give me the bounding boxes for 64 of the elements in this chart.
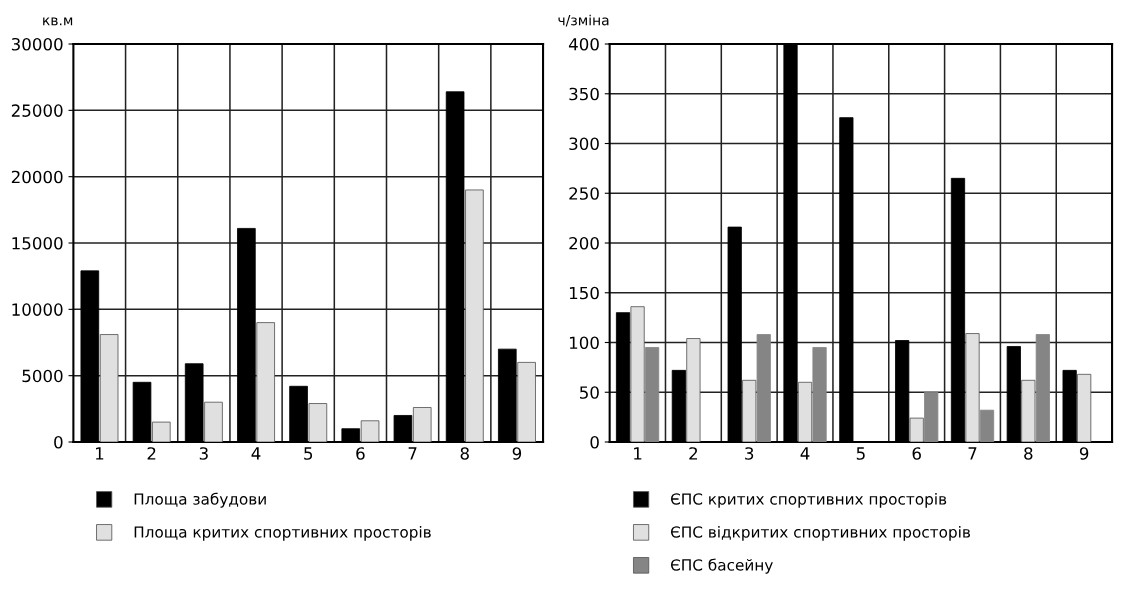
- bar: [924, 391, 939, 442]
- bar: [360, 420, 380, 442]
- x-tick-label: 2: [147, 447, 156, 460]
- y-tick-label: 150: [569, 286, 599, 300]
- bar: [979, 409, 995, 442]
- bar: [412, 407, 432, 442]
- y-tick-label: 0: [590, 435, 599, 449]
- y-tick-label: 50: [580, 386, 599, 399]
- x-tick-label: 6: [912, 447, 921, 460]
- x-tick-label: 2: [689, 447, 698, 460]
- legend-label: ЄПС критих спортивних просторів: [670, 492, 947, 508]
- y-tick-label: 30000: [11, 37, 63, 51]
- bar: [1077, 373, 1092, 442]
- x-tick-label: 8: [1024, 447, 1033, 460]
- bar: [742, 379, 757, 442]
- bar: [812, 347, 827, 442]
- y-tick-label: 200: [569, 236, 599, 250]
- y-tick-label: 250: [569, 187, 599, 200]
- bar: [465, 189, 484, 442]
- x-tick-label: 1: [634, 447, 642, 460]
- x-tick-label: 5: [856, 447, 865, 460]
- bar: [152, 421, 171, 442]
- bar: [797, 381, 813, 442]
- bar: [99, 334, 119, 442]
- y-tick-label: 20000: [11, 170, 63, 184]
- legend-label: Площа критих спортивних просторів: [134, 525, 431, 541]
- y-tick-label: 300: [569, 137, 599, 151]
- bar: [686, 338, 701, 442]
- y-tick-label: 15000: [12, 236, 63, 250]
- bar: [756, 334, 771, 442]
- x-tick-label: 9: [512, 447, 522, 460]
- x-tick-label: 4: [251, 447, 261, 460]
- y-tick-label: 25000: [11, 104, 63, 117]
- x-tick-label: 4: [800, 447, 810, 460]
- y-tick-label: 350: [569, 87, 599, 101]
- bar: [1035, 334, 1050, 442]
- bar: [644, 347, 660, 442]
- bar: [256, 322, 275, 442]
- x-tick-label: 5: [304, 447, 313, 460]
- y-tick-label: 10000: [12, 303, 63, 316]
- x-tick-label: 9: [1079, 447, 1089, 460]
- bar: [1021, 379, 1036, 442]
- y-tick-label: 400: [568, 37, 599, 51]
- x-tick-label: 6: [356, 447, 365, 460]
- x-tick-label: 3: [745, 447, 754, 460]
- y-tick-label: 5000: [22, 369, 63, 383]
- x-tick-label: 7: [408, 447, 417, 460]
- bar: [965, 333, 980, 442]
- y-tick-label: 100: [569, 336, 599, 350]
- x-tick-label: 3: [199, 447, 208, 460]
- legend-label: Площа забудови: [134, 492, 266, 508]
- x-tick-label: 7: [968, 447, 977, 460]
- y-axis-title: ч/зміна: [558, 14, 609, 27]
- bar: [630, 306, 645, 442]
- bar: [909, 417, 924, 442]
- x-tick-label: 1: [96, 447, 104, 460]
- bar: [308, 403, 328, 442]
- legend-label: ЄПС басейну: [670, 558, 773, 574]
- legend-label: ЄПС відкритих спортивних просторів: [670, 525, 970, 541]
- bar: [517, 361, 536, 442]
- y-axis-title: кв.м: [43, 17, 73, 26]
- y-tick-label: 0: [54, 435, 63, 449]
- bar: [204, 401, 223, 442]
- x-tick-label: 8: [460, 447, 469, 460]
